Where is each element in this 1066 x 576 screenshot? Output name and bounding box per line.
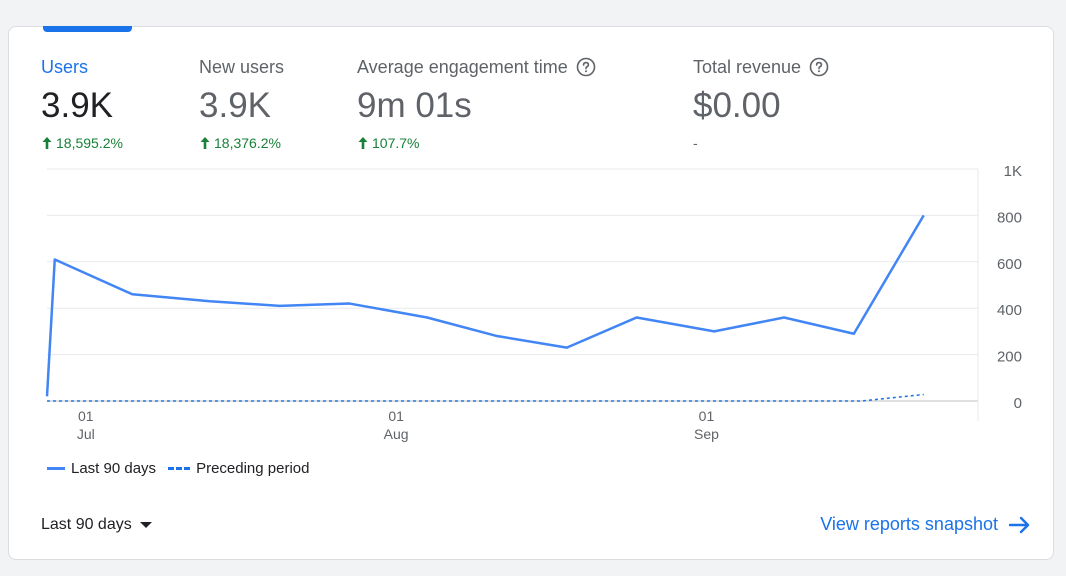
metric-label: Users bbox=[41, 56, 89, 77]
metric-value: 9m 01s bbox=[357, 86, 472, 125]
metric-users[interactable]: Users 3.9K 18,595.2% bbox=[41, 56, 123, 152]
arrow-right-icon bbox=[1008, 516, 1030, 533]
dashed-line-swatch bbox=[168, 467, 191, 470]
metric-change: 107.7% bbox=[357, 134, 596, 152]
caret-down-icon bbox=[139, 522, 152, 528]
x-tick-day: 01 bbox=[699, 408, 715, 424]
metric-label: Average engagement time bbox=[357, 56, 596, 78]
x-tick-month: Sep bbox=[694, 426, 719, 442]
y-tick-label: 800 bbox=[997, 209, 1022, 226]
y-tick-label: 400 bbox=[997, 302, 1022, 319]
legend-label: Last 90 days bbox=[71, 460, 157, 477]
metric-change: - bbox=[693, 135, 698, 151]
overview-card bbox=[8, 26, 1054, 560]
x-tick-month: Aug bbox=[384, 426, 409, 442]
link-label: View reports snapshot bbox=[820, 514, 998, 534]
metric-value: 3.9K bbox=[199, 86, 271, 125]
date-range-label: Last 90 days bbox=[41, 516, 132, 533]
legend-label: Preceding period bbox=[196, 460, 310, 477]
arrow-up-icon bbox=[200, 137, 210, 149]
metric-change: 18,595.2% bbox=[41, 134, 123, 152]
date-range-dropdown[interactable]: Last 90 days bbox=[41, 516, 152, 534]
metric-total-revenue[interactable]: Total revenue $0.00 - bbox=[693, 56, 829, 152]
legend-item-preceding: Preceding period bbox=[168, 460, 309, 477]
x-tick-month: Jul bbox=[77, 426, 95, 442]
active-tab-indicator bbox=[43, 26, 132, 32]
help-icon[interactable] bbox=[576, 57, 596, 77]
metric-value: $0.00 bbox=[693, 86, 781, 125]
y-tick-label: 1K bbox=[1004, 163, 1022, 180]
legend-item-last-90: Last 90 days bbox=[47, 460, 156, 477]
view-reports-snapshot-link[interactable]: View reports snapshot bbox=[820, 514, 1032, 535]
metric-label: New users bbox=[199, 56, 285, 77]
series-line-preceding-period bbox=[47, 393, 924, 402]
chart-legend: Last 90 days Preceding period bbox=[47, 460, 309, 477]
y-tick-label: 600 bbox=[997, 256, 1022, 273]
arrow-up-icon bbox=[358, 137, 368, 149]
metric-new-users[interactable]: New users 3.9K 18,376.2% bbox=[199, 56, 284, 152]
y-tick-label: 0 bbox=[1014, 395, 1022, 412]
metric-value: 3.9K bbox=[41, 86, 113, 125]
x-tick-day: 01 bbox=[388, 408, 404, 424]
x-tick-day: 01 bbox=[78, 408, 94, 424]
metric-engagement-time[interactable]: Average engagement time 9m 01s 107.7% bbox=[357, 56, 596, 152]
help-icon[interactable] bbox=[809, 57, 829, 77]
solid-line-swatch bbox=[47, 467, 65, 470]
series-line-last-90-days bbox=[45, 214, 925, 397]
metric-change: 18,376.2% bbox=[199, 134, 284, 152]
arrow-up-icon bbox=[42, 137, 52, 149]
metric-label: Total revenue bbox=[693, 56, 829, 78]
y-tick-label: 200 bbox=[997, 349, 1022, 366]
